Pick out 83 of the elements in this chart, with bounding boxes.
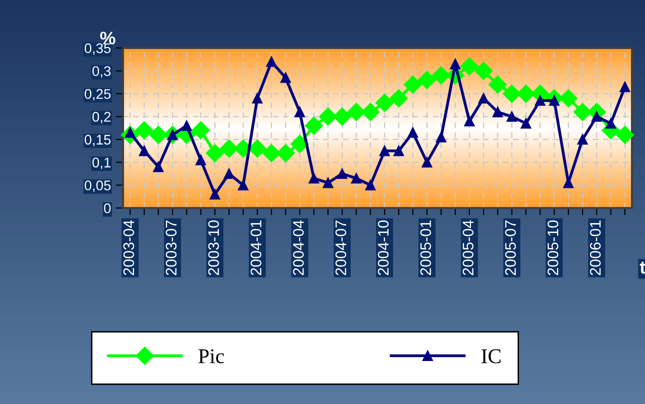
point: [464, 116, 475, 126]
x-tick-label: 2005-07: [505, 220, 516, 276]
point: [591, 111, 602, 122]
point: [135, 121, 154, 140]
point: [220, 140, 238, 158]
point: [224, 168, 234, 179]
point: [394, 146, 404, 156]
point: [248, 140, 266, 158]
point: [280, 72, 291, 83]
y-tick-label: 0,15: [84, 134, 111, 146]
point: [559, 89, 578, 108]
point: [153, 162, 164, 172]
point: [333, 108, 352, 126]
point: [534, 95, 546, 106]
point: [210, 189, 220, 200]
point: [336, 168, 348, 179]
point: [379, 146, 390, 156]
y-tick-label: 0,3: [92, 66, 111, 78]
point: [404, 76, 422, 94]
point: [488, 76, 507, 94]
x-tick-label: 2004-04: [293, 220, 304, 276]
point: [290, 134, 309, 154]
point: [422, 157, 432, 168]
x-tick-label: 2004-01: [250, 220, 262, 276]
x-tick-label: 2003-04: [123, 220, 134, 276]
point: [432, 66, 450, 84]
x-axis-title: t: [640, 262, 645, 274]
point: [149, 126, 168, 144]
x-tick-label: 2005-10: [548, 220, 558, 276]
x-tick-label: 2005-04: [462, 220, 474, 276]
point: [376, 94, 394, 112]
point: [478, 93, 489, 104]
point: [318, 108, 338, 126]
x-tick-label: 2005-01: [420, 220, 432, 276]
y-tick-label: 0,25: [84, 89, 111, 101]
point: [304, 116, 323, 135]
point: [606, 118, 616, 129]
point: [408, 127, 418, 138]
point: [577, 134, 588, 145]
point: [181, 120, 192, 131]
point: [516, 84, 535, 103]
y-tick-label: 0,1: [92, 158, 111, 170]
y-tick-label: 0,05: [84, 180, 111, 192]
point: [347, 102, 366, 122]
x-tick-label: 2004-10: [378, 220, 389, 276]
point: [196, 154, 206, 166]
point: [139, 146, 150, 156]
y-axis-title: %: [100, 32, 116, 44]
point: [573, 102, 592, 122]
point: [308, 173, 320, 184]
point: [616, 126, 634, 144]
y-tick-label: 0: [104, 203, 111, 214]
y-tick-label: 0,2: [92, 112, 110, 124]
point: [294, 106, 305, 118]
x-tick-label: 2004-07: [335, 220, 346, 276]
x-tick-label: 2003-07: [166, 220, 177, 276]
point: [620, 82, 630, 92]
point: [450, 58, 460, 70]
y-tick-label: 0,35: [84, 43, 111, 55]
x-tick-label: 2003-10: [208, 220, 220, 276]
point: [361, 102, 380, 122]
point: [192, 121, 210, 140]
point: [474, 62, 493, 80]
point: [436, 132, 446, 142]
point: [492, 106, 503, 118]
point: [506, 111, 518, 122]
point: [460, 57, 478, 76]
legend-label: IC: [482, 349, 500, 364]
point: [252, 93, 263, 104]
point: [390, 89, 408, 108]
point: [206, 144, 224, 162]
point: [418, 70, 436, 90]
point: [322, 178, 334, 188]
point: [520, 118, 532, 129]
point: [262, 144, 280, 162]
point: [502, 84, 521, 103]
point: [351, 173, 362, 184]
point: [276, 144, 295, 162]
legend-label: Pic: [198, 349, 224, 364]
point: [365, 180, 376, 190]
x-tick-label: 2006-01: [590, 220, 601, 276]
point: [238, 180, 248, 190]
point: [266, 56, 277, 67]
